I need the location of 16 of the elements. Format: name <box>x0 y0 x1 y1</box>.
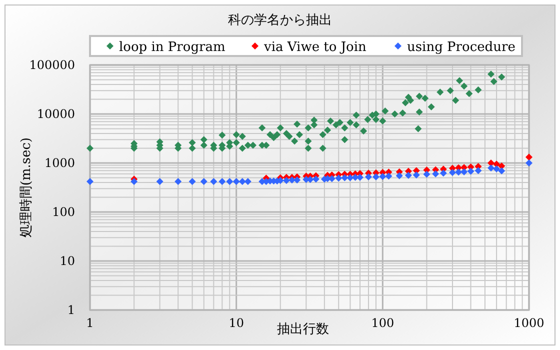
legend-label: loop in Program <box>119 40 226 55</box>
y-tick-label: 10000 <box>36 107 75 121</box>
chart-title: 科の学名から抽出 <box>228 13 332 28</box>
y-axis-title: 処理時間(m.sec) <box>19 137 34 238</box>
y-tick-label: 100000 <box>29 58 75 72</box>
y-tick-label: 100 <box>52 205 75 219</box>
x-tick-label: 1 <box>86 316 94 330</box>
x-axis-title: 抽出行数 <box>277 322 329 337</box>
x-tick-label: 10 <box>228 316 244 330</box>
y-tick-label: 1000 <box>44 156 75 170</box>
legend-label: via Viwe to Join <box>263 40 368 55</box>
y-tick-label: 1 <box>67 303 75 317</box>
y-tick-label: 10 <box>60 254 75 268</box>
x-tick-label: 100 <box>371 316 394 330</box>
legend-label: using Procedure <box>407 40 516 55</box>
x-tick-label: 1000 <box>514 316 544 330</box>
